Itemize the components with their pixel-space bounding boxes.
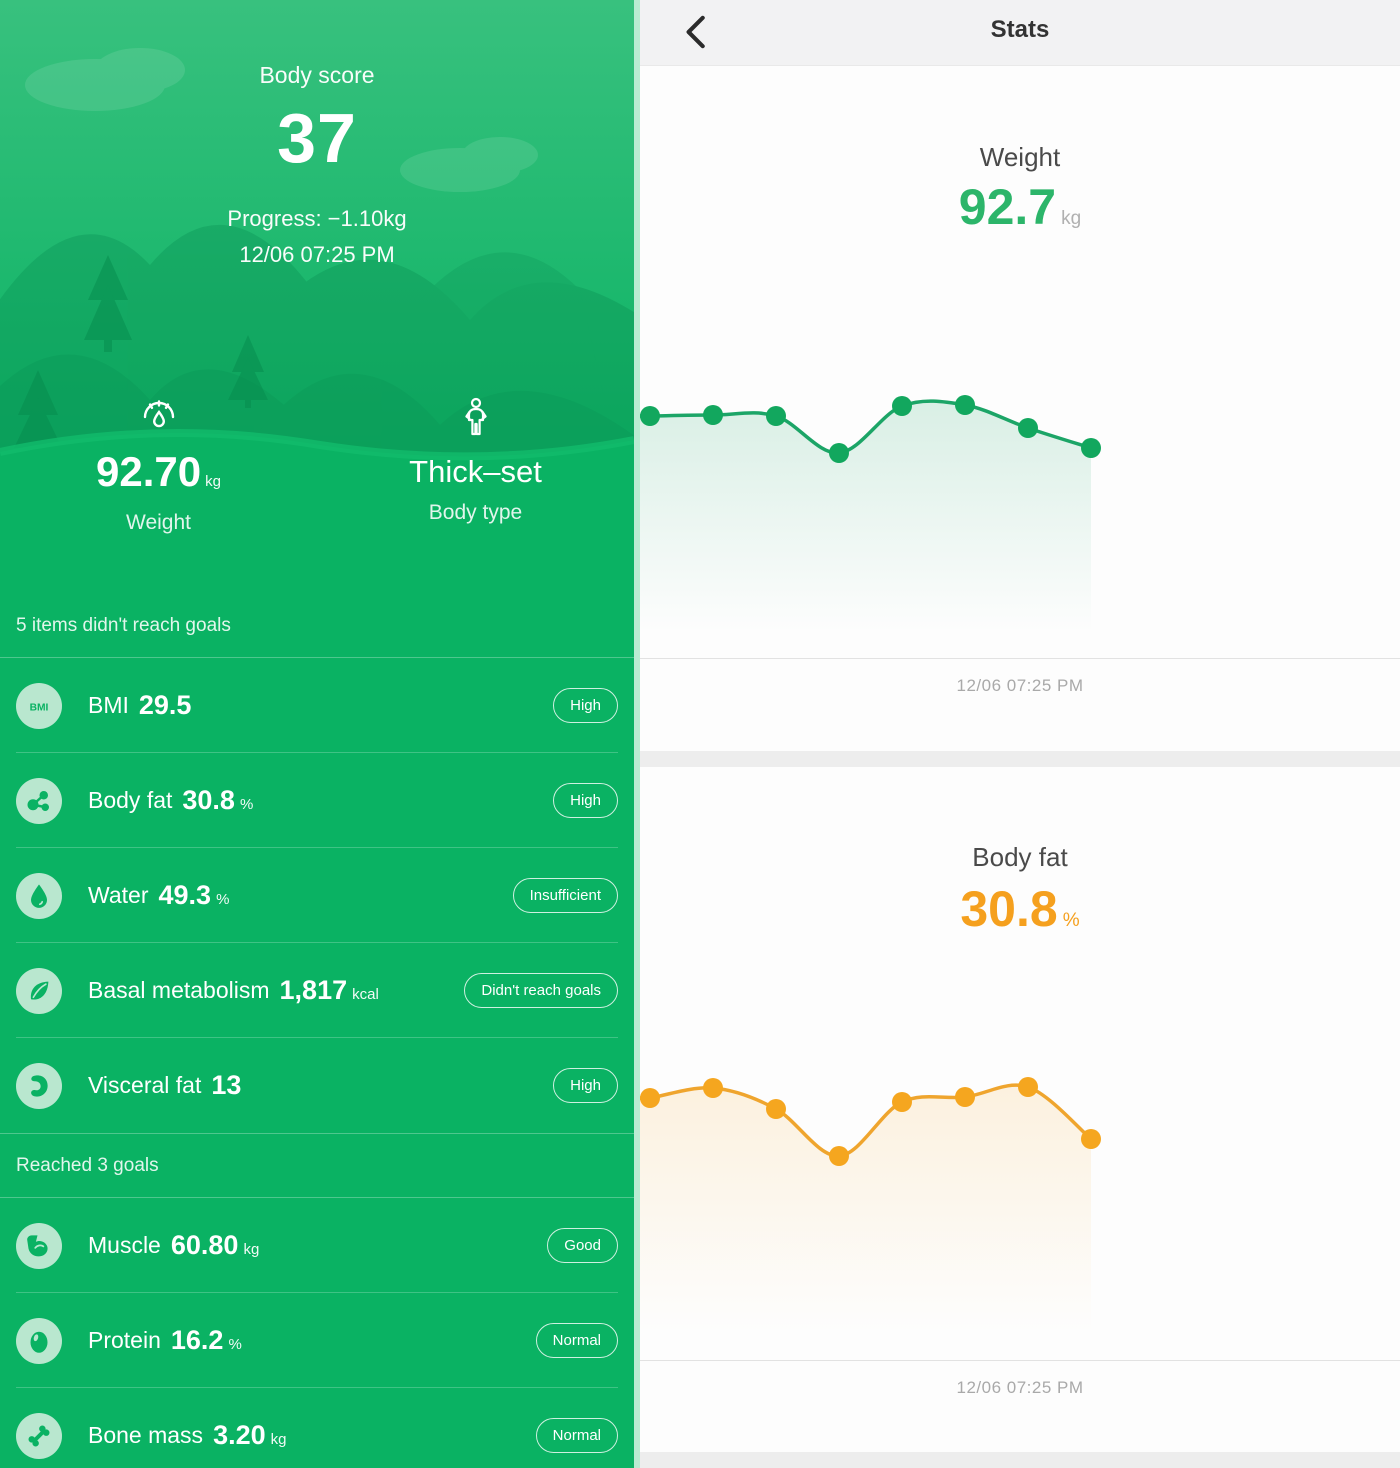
body-summary-panel: Body score 37 Progress: −1.10kg 12/06 07… xyxy=(0,0,634,1468)
metric-value: 1,817 xyxy=(279,975,348,1005)
bodyfat-stat-title: Body fat xyxy=(972,842,1068,872)
metric-status-badge: Normal xyxy=(535,1323,618,1358)
metric-unit: kg xyxy=(243,1241,260,1258)
weight-chart-timestamp: 12/06 07:25 PM xyxy=(956,676,1084,695)
metric-status-badge: High xyxy=(553,688,618,723)
weight-label: Weight xyxy=(126,511,191,534)
metric-status-badge: Normal xyxy=(535,1418,618,1453)
metric-unit: % xyxy=(228,1336,242,1353)
section-separator xyxy=(640,1452,1400,1468)
metric-status-badge: High xyxy=(553,1068,618,1103)
metric-row[interactable]: Basal metabolism 1,817 kcal Didn't reach go… xyxy=(0,943,634,1038)
metric-row[interactable]: Muscle 60.80 kg Good xyxy=(0,1198,634,1293)
body-type-label: Body type xyxy=(428,501,523,524)
metric-status-badge: High xyxy=(553,783,618,818)
metric-unit: kg xyxy=(270,1431,287,1448)
svg-text:BMI: BMI xyxy=(30,702,49,713)
water-drop-icon xyxy=(16,872,62,919)
summary-row: 92.70 kg Weight Thick–set Body type xyxy=(0,394,634,535)
metric-value: 30.8 xyxy=(182,785,235,815)
back-chevron-icon xyxy=(686,15,705,49)
metric-row[interactable]: Body fat 30.8% High xyxy=(0,753,634,848)
measurement-datetime: 12/06 07:25 PM xyxy=(239,242,395,267)
metric-status-badge: Good xyxy=(547,1228,618,1263)
body-score-value: 37 xyxy=(277,99,357,177)
scale-icon xyxy=(135,394,183,442)
metric-row[interactable]: Visceral fat 13 High xyxy=(0,1038,634,1133)
mountains-trees-illustration xyxy=(0,0,634,470)
bone-icon xyxy=(16,1412,62,1459)
metric-label: Bone mass xyxy=(88,1422,204,1448)
back-button[interactable] xyxy=(676,10,720,54)
weight-chart[interactable] xyxy=(640,383,1400,658)
metric-status-badge: Didn't reach goals xyxy=(464,973,618,1008)
weight-stat-title: Weight xyxy=(979,142,1061,172)
stats-header: Stats xyxy=(640,0,1400,66)
metric-row[interactable]: BMI BMI 29.5 High xyxy=(0,658,634,753)
metric-unit: % xyxy=(216,891,230,908)
body-type-summary[interactable]: Thick–set Body type xyxy=(317,394,634,535)
molecule-icon xyxy=(16,777,62,824)
metric-label: Visceral fat xyxy=(88,1072,202,1098)
divider xyxy=(640,1360,1400,1361)
metric-value: 3.20 xyxy=(213,1420,266,1450)
section-header: Reached 3 goals xyxy=(0,1133,634,1198)
weight-stat-value: 92.7 kg xyxy=(958,179,1082,235)
body-type-value: Thick–set xyxy=(409,454,542,489)
metric-label: Water xyxy=(88,882,149,908)
bodyfat-chart-timestamp: 12/06 07:25 PM xyxy=(956,1378,1084,1397)
metric-unit: kcal xyxy=(352,986,379,1003)
page-title: Stats xyxy=(990,16,1050,43)
metric-status-badge: Insufficient xyxy=(512,878,618,913)
stats-panel: Stats Weight 92.7 kg 12/06 07:25 xyxy=(634,0,1400,1468)
weight-summary[interactable]: 92.70 kg Weight xyxy=(0,394,317,535)
metric-label: Muscle xyxy=(88,1232,161,1258)
metric-row[interactable]: Bone mass 3.20 kg Normal xyxy=(0,1388,634,1468)
metric-value: 60.80 xyxy=(170,1230,239,1260)
metric-label: Protein xyxy=(88,1327,161,1353)
bodyfat-chart[interactable] xyxy=(640,1065,1400,1360)
metric-label: Basal metabolism xyxy=(88,977,270,1003)
bodyfat-stat-value: 30.8% xyxy=(960,881,1080,937)
metric-row[interactable]: Protein 16.2% Normal xyxy=(0,1293,634,1388)
section-separator xyxy=(640,751,1400,767)
metric-label: BMI xyxy=(88,692,129,718)
leaf-icon xyxy=(16,967,62,1014)
egg-icon xyxy=(16,1317,62,1364)
metric-value: 49.3 xyxy=(158,880,212,910)
muscle-arm-icon xyxy=(16,1222,62,1269)
bmi-icon: BMI xyxy=(16,682,62,729)
metric-row[interactable]: Water 49.3% Insufficient xyxy=(0,848,634,943)
stomach-icon xyxy=(16,1062,62,1109)
metric-value: 29.5 xyxy=(138,690,192,720)
person-icon xyxy=(452,394,500,442)
metric-value: 16.2 xyxy=(170,1325,224,1355)
goals-list: 5 items didn't reach goals BMI BMI 29.5 High… xyxy=(0,594,634,1468)
section-header: 5 items didn't reach goals xyxy=(0,594,634,658)
weight-value: 92.70 kg xyxy=(96,448,221,495)
divider xyxy=(640,658,1400,659)
body-score-label: Body score xyxy=(259,62,375,88)
metric-unit: % xyxy=(239,796,254,813)
metric-label: Body fat xyxy=(88,787,173,813)
metric-value: 13 xyxy=(211,1070,242,1100)
progress-text: Progress: −1.10kg xyxy=(227,206,407,231)
